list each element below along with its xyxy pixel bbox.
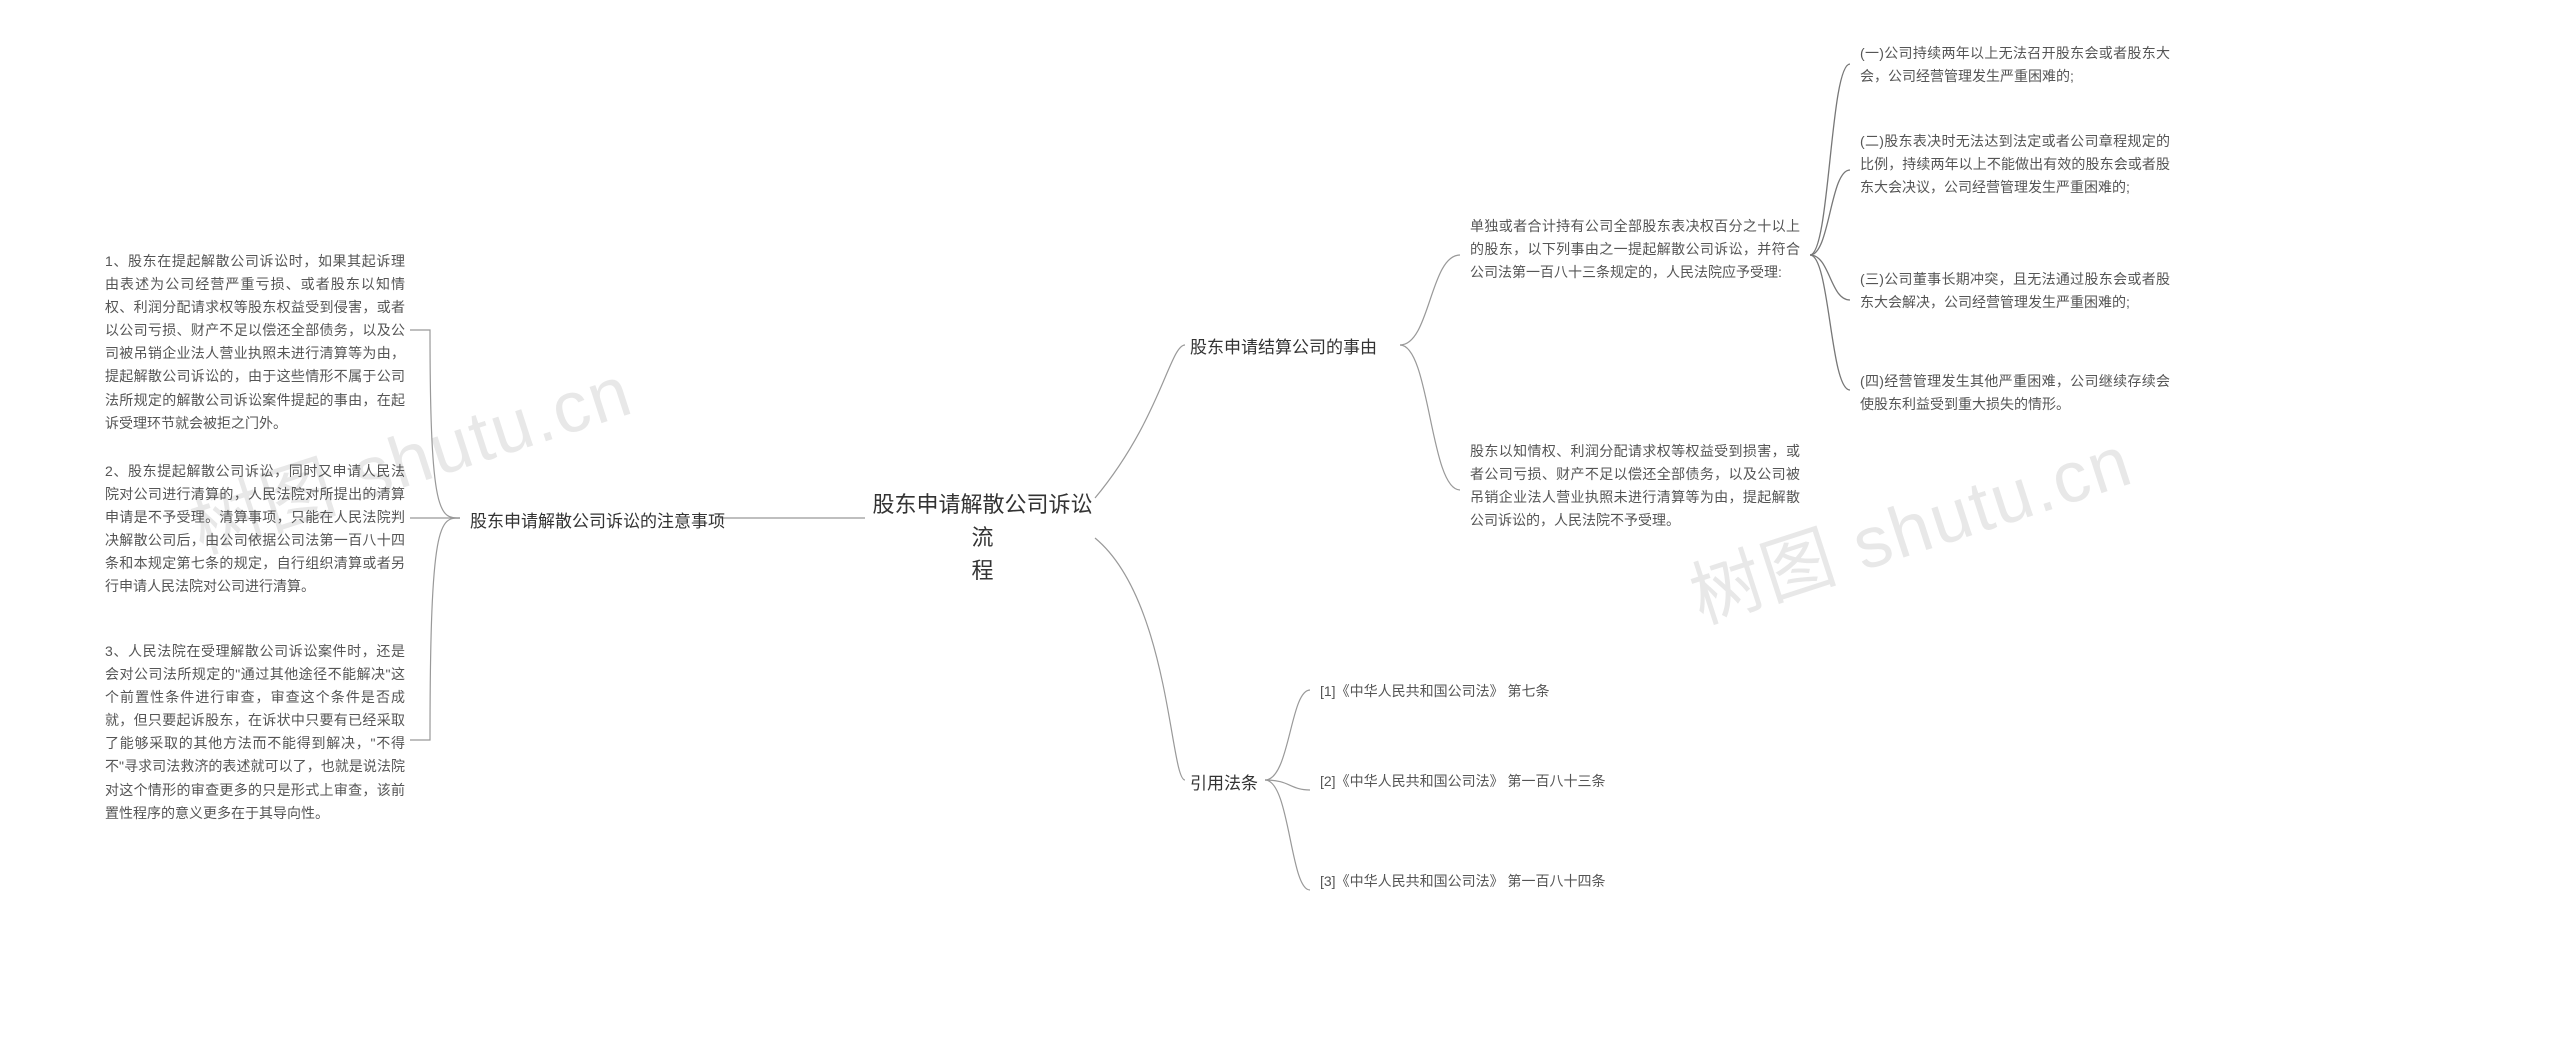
right-b1-g1-item-c: (三)公司董事长期冲突，且无法通过股东会或者股东大会解决，公司经营管理发生严重困… (1860, 268, 2170, 314)
left-item-1: 1、股东在提起解散公司诉讼时，如果其起诉理由表述为公司经营严重亏损、或者股东以知… (105, 250, 405, 435)
right-branch-1-label: 股东申请结算公司的事由 (1190, 334, 1405, 361)
left-branch-label: 股东申请解散公司诉讼的注意事项 (460, 508, 725, 535)
right-b1-group1-intro: 单独或者合计持有公司全部股东表决权百分之十以上的股东，以下列事由之一提起解散公司… (1470, 215, 1800, 284)
right-b1-g1-item-a: (一)公司持续两年以上无法召开股东会或者股东大会，公司经营管理发生严重困难的; (1860, 42, 2170, 88)
left-item-3: 3、人民法院在受理解散公司诉讼案件时，还是会对公司法所规定的"通过其他途径不能解… (105, 640, 405, 825)
right-branch-2-label: 引用法条 (1190, 770, 1270, 797)
right-b1-group2: 股东以知情权、利润分配请求权等权益受到损害，或者公司亏损、财产不足以偿还全部债务… (1470, 440, 1800, 532)
root-line1: 股东申请解散公司诉讼流 (865, 488, 1100, 554)
right-b2-item-2: [2]《中华人民共和国公司法》 第一百八十三条 (1320, 770, 1620, 793)
root-node: 股东申请解散公司诉讼流 程 (865, 488, 1100, 587)
right-b1-g1-item-b: (二)股东表决时无法达到法定或者公司章程规定的比例，持续两年以上不能做出有效的股… (1860, 130, 2170, 199)
right-b2-item-3: [3]《中华人民共和国公司法》 第一百八十四条 (1320, 870, 1620, 893)
left-item-2: 2、股东提起解散公司诉讼，同时又申请人民法院对公司进行清算的，人民法院对所提出的… (105, 460, 405, 599)
right-b2-item-1: [1]《中华人民共和国公司法》 第七条 (1320, 680, 1620, 703)
root-line2: 程 (865, 554, 1100, 587)
right-b1-g1-item-d: (四)经营管理发生其他严重困难，公司继续存续会使股东利益受到重大损失的情形。 (1860, 370, 2170, 416)
